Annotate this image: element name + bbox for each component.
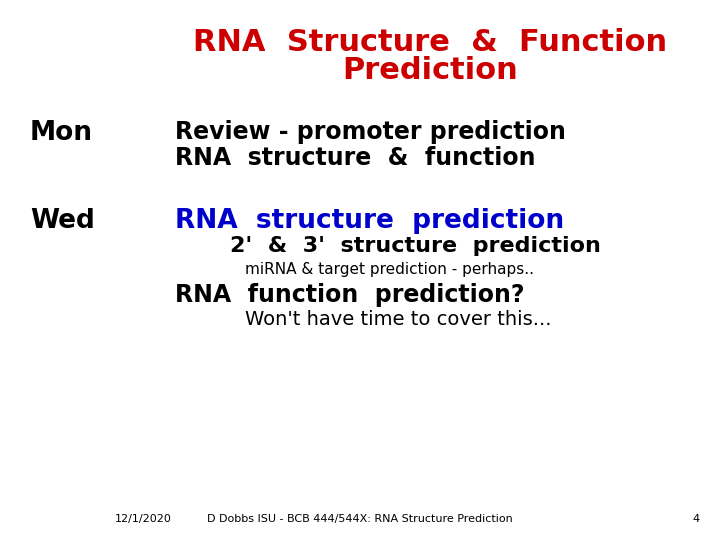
Text: Review - promoter prediction: Review - promoter prediction [175,120,566,144]
Text: Prediction: Prediction [342,56,518,85]
Text: miRNA & target prediction - perhaps..: miRNA & target prediction - perhaps.. [245,262,534,277]
Text: RNA  structure  &  function: RNA structure & function [175,146,536,170]
Text: Won't have time to cover this...: Won't have time to cover this... [245,310,552,329]
Text: RNA  function  prediction?: RNA function prediction? [175,283,524,307]
Text: 4: 4 [693,514,700,524]
Text: 12/1/2020: 12/1/2020 [115,514,172,524]
Text: Wed: Wed [30,208,95,234]
Text: RNA  structure  prediction: RNA structure prediction [175,208,564,234]
Text: Mon: Mon [30,120,93,146]
Text: D Dobbs ISU - BCB 444/544X: RNA Structure Prediction: D Dobbs ISU - BCB 444/544X: RNA Structur… [207,514,513,524]
Text: 2'  &  3'  structure  prediction: 2' & 3' structure prediction [230,236,601,256]
Text: RNA  Structure  &  Function: RNA Structure & Function [193,28,667,57]
